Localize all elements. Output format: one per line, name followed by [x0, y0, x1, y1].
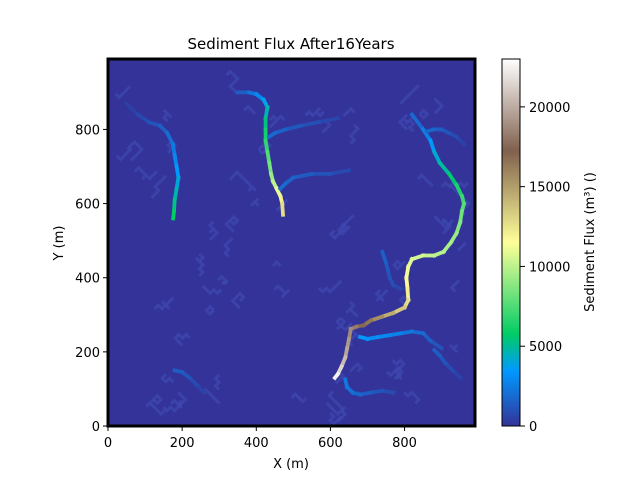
channel-segment: [437, 160, 452, 177]
y-tick-label: 600: [75, 198, 100, 213]
channel-segment: [427, 338, 445, 351]
channel-segment: [280, 201, 286, 217]
channel-segment: [428, 138, 437, 155]
channel-lower-east: [431, 347, 463, 381]
colorbar-label: Sediment Flux (m³) (): [583, 172, 598, 312]
channel-segment: [420, 126, 434, 144]
channel-central-branch: [277, 167, 352, 192]
channel-segment: [343, 377, 350, 390]
x-tick-label: 800: [392, 436, 417, 451]
y-tick-label: 200: [75, 346, 100, 361]
x-axis-label: X (m): [273, 457, 309, 472]
channel-segment: [283, 123, 304, 132]
x-tick-label: 400: [244, 436, 269, 451]
channel-north-central: [235, 90, 286, 217]
channel-segment: [317, 116, 341, 125]
channel-segment: [379, 310, 396, 320]
y-tick-label: 0: [92, 420, 100, 435]
channel-segment: [409, 111, 426, 133]
chart-title: Sediment Flux After16Years: [187, 35, 394, 53]
channel-upper-branch: [266, 116, 341, 140]
channel-east-main: [332, 111, 467, 381]
colorbar: [501, 58, 521, 427]
channel-south-tributary: [357, 329, 445, 351]
channel-segment: [291, 171, 315, 180]
colorbar-tick-label: 15000: [529, 181, 570, 196]
channel-segment: [123, 100, 141, 118]
channel-mid-east: [379, 249, 404, 292]
y-tick-label: 800: [75, 123, 100, 138]
channel-segment: [379, 249, 389, 266]
channel-segment: [390, 304, 408, 316]
x-tick-label: 0: [104, 436, 112, 451]
colorbar-tick-label: 10000: [529, 260, 570, 275]
channel-segment: [298, 119, 322, 128]
channel-segment: [431, 347, 443, 359]
colorbar-axis: 0 5000 10000 15000 20000: [520, 101, 570, 435]
x-tick-label: 200: [170, 436, 195, 451]
channel-lower-west: [172, 368, 208, 396]
channel-segment: [424, 127, 437, 134]
channel-segment: [135, 111, 152, 125]
channel-segment: [172, 368, 185, 375]
x-tick-label: 600: [318, 436, 343, 451]
channel-segment: [277, 180, 289, 192]
channel-north-west: [123, 100, 181, 221]
channel-segment: [431, 149, 443, 166]
channel-segment: [357, 334, 370, 342]
channels-layer: [123, 90, 467, 397]
channel-segment: [164, 130, 176, 147]
y-axis-label: Y (m): [52, 226, 67, 262]
channel-east-upper-branch: [424, 126, 467, 147]
channel-segment: [266, 130, 278, 140]
plot-frame: [106, 57, 477, 428]
colorbar-tick-label: 0: [529, 420, 537, 435]
y-axis: 0 200 400 600 800: [75, 123, 108, 435]
channel-segment: [454, 219, 463, 236]
colorbar-tick-label: 5000: [529, 340, 562, 355]
colorbar-tick-label: 20000: [529, 101, 570, 116]
channel-segment: [171, 208, 177, 221]
channel-segment: [332, 371, 341, 381]
x-axis: 0 200 400 600 800: [104, 426, 417, 451]
channel-segment: [453, 182, 465, 199]
channel-segment: [328, 167, 352, 177]
channel-south-west-branch: [343, 377, 396, 397]
channel-segment: [446, 171, 460, 188]
y-tick-label: 400: [75, 272, 100, 287]
